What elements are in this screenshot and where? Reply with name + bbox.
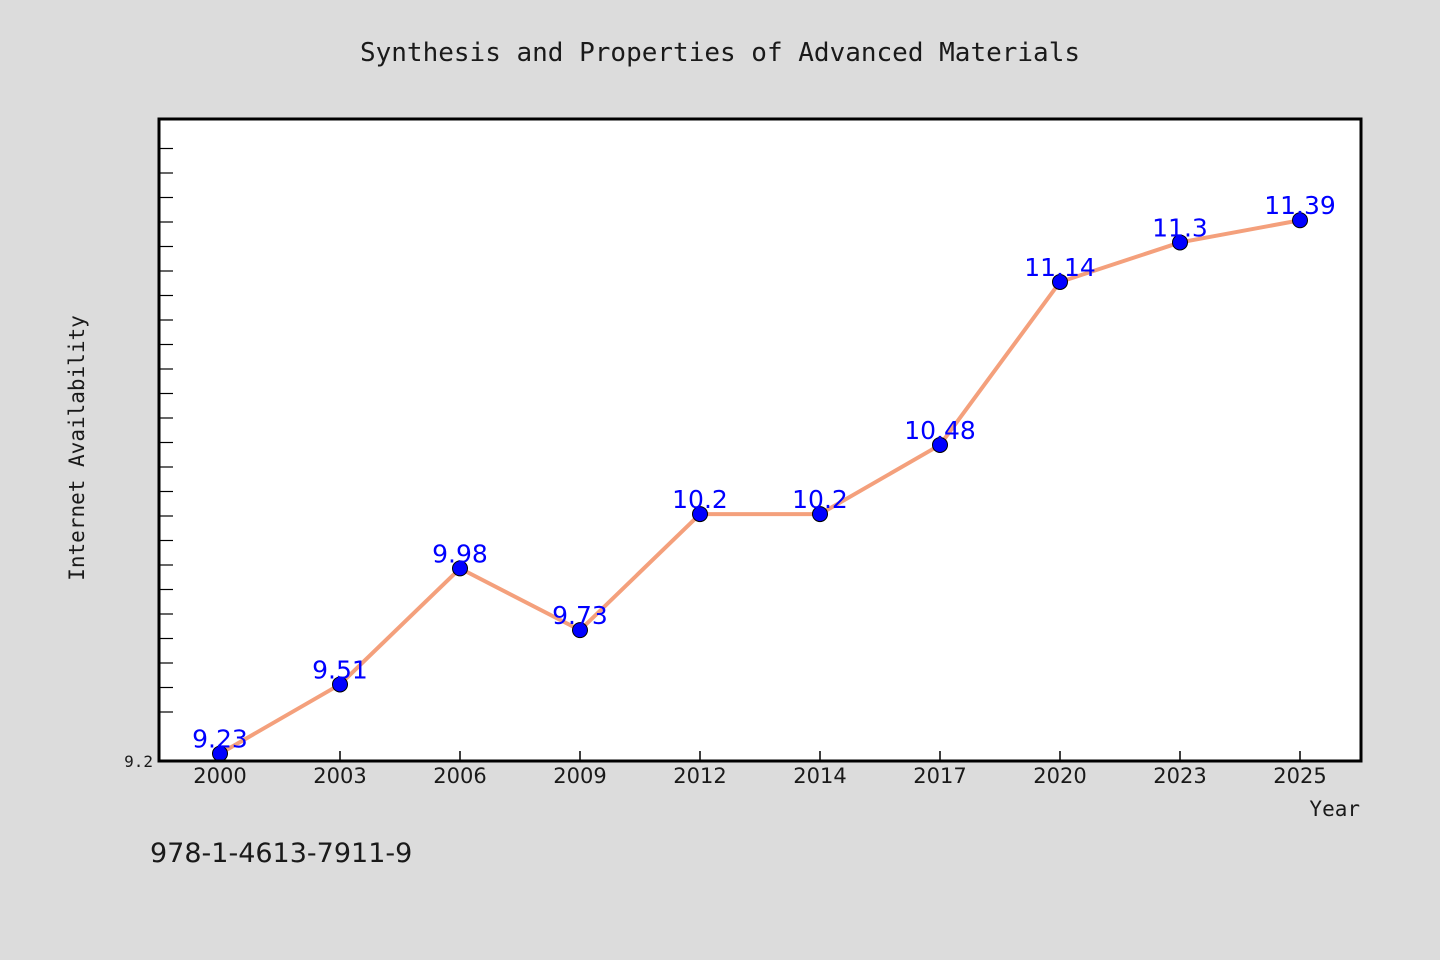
x-tick-label: 2012 <box>673 764 726 788</box>
data-label: 9.23 <box>192 725 248 754</box>
data-label: 10.2 <box>792 485 848 514</box>
x-tick-label: 2017 <box>913 764 966 788</box>
data-label: 9.98 <box>432 539 488 568</box>
data-label: 9.73 <box>552 601 608 630</box>
x-tick-label: 2025 <box>1273 764 1326 788</box>
data-point-marker <box>1052 273 1068 290</box>
isbn-text: 978-1-4613-7911-9 <box>150 838 412 869</box>
data-point-marker <box>452 560 468 577</box>
x-tick-label: 2020 <box>1033 764 1086 788</box>
y-axis-minor-ticks <box>159 147 173 713</box>
y-axis-tick-labels: 9.2 <box>124 752 153 771</box>
x-tick-label: 2023 <box>1153 764 1206 788</box>
y-axis-label: Internet Availability <box>65 315 89 581</box>
data-label: 11.14 <box>1024 253 1096 282</box>
plot-frame <box>157 117 1363 763</box>
x-axis-label: Year <box>1309 797 1360 821</box>
data-point-marker <box>1292 212 1308 229</box>
x-tick-label: 2006 <box>433 764 486 788</box>
data-point-marker <box>572 622 588 639</box>
data-point-marker <box>812 506 828 523</box>
x-tick-label: 2000 <box>193 764 246 788</box>
x-axis-tick-labels: 2000 2003 2006 2009 2012 2014 2017 2020 2023 2025 <box>193 764 1326 788</box>
data-point-marker <box>932 436 948 453</box>
data-label: 11.39 <box>1264 191 1336 220</box>
chart-title: Synthesis and Properties of Advanced Mat… <box>360 38 1080 68</box>
data-label: 9.51 <box>312 655 368 684</box>
series-line <box>218 218 1302 756</box>
data-labels: 9.23 9.51 9.98 9.73 10.2 10.2 10.48 11.14 11.3 11… <box>192 191 1336 753</box>
data-label: 11.3 <box>1152 213 1208 242</box>
x-tick-label: 2003 <box>313 764 366 788</box>
data-point-marker <box>332 676 348 693</box>
x-tick-label: 2009 <box>553 764 606 788</box>
x-tick-label: 2014 <box>793 764 846 788</box>
data-point-marker <box>692 506 708 523</box>
y-tick-label: 9.2 <box>124 752 153 771</box>
data-point-marker <box>1172 234 1188 251</box>
data-label: 10.2 <box>672 485 728 514</box>
plot-area <box>159 119 1361 761</box>
series-markers <box>212 212 1308 762</box>
data-label: 10.48 <box>904 416 976 445</box>
